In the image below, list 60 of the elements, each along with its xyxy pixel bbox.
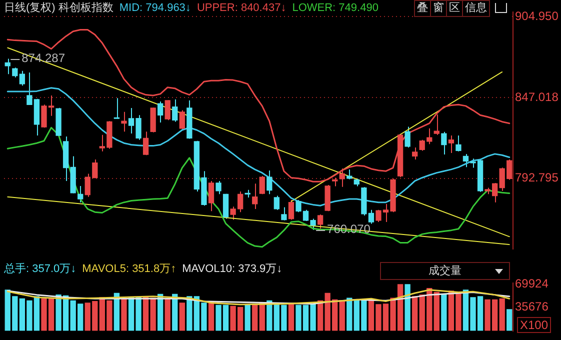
candlestick [434, 114, 440, 136]
candlestick [208, 180, 214, 212]
candlestick [462, 153, 469, 168]
tab-button: 信息 [462, 0, 490, 17]
bar [121, 298, 127, 331]
candlestick [172, 98, 178, 122]
candlestick [19, 70, 26, 86]
candlestick [412, 146, 418, 160]
bar [434, 292, 440, 331]
text: MAVOL5: 351.8万↑ [82, 262, 176, 276]
candlestick [252, 183, 258, 210]
candlestick [222, 193, 229, 220]
candlestick [274, 195, 280, 210]
tab-button: 区 [446, 0, 463, 17]
candlestick [121, 111, 127, 132]
text: MID: 794.963↓ [119, 1, 191, 15]
bar [339, 300, 345, 331]
candlestick [216, 180, 222, 195]
candlestick [164, 100, 170, 121]
text: UPPER: 840.437↓ [196, 1, 286, 15]
candlestick [259, 176, 265, 195]
y-tick-label: 792.795 [515, 170, 559, 185]
candlestick [78, 185, 84, 203]
y-axis-title: X100 [517, 317, 552, 333]
candlestick [346, 168, 352, 180]
candlestick [12, 67, 18, 78]
candlestick [288, 199, 294, 220]
candlestick [448, 134, 454, 154]
bar [412, 296, 418, 331]
candlestick [404, 126, 410, 148]
text: LOWER: 749.490 [292, 1, 378, 15]
y-tick-label: 69924 [515, 276, 549, 291]
bar [288, 304, 294, 331]
candlestick [441, 131, 447, 156]
candlestick [317, 214, 324, 230]
tab-button: 窗 [430, 0, 447, 17]
tab-button: 叠 [414, 0, 431, 17]
candlestick [114, 98, 120, 120]
bar [179, 302, 185, 331]
bar [404, 284, 410, 331]
candlestick [158, 100, 164, 123]
bar [164, 298, 170, 331]
series-label: 总手: 357.0万↓ [4, 262, 76, 276]
bar [506, 309, 512, 331]
text: MAVOL10: 373.9万↓ [182, 262, 282, 276]
dropdown-field: 成交量 [380, 262, 510, 280]
candlestick [266, 170, 272, 195]
candlestick [142, 131, 149, 156]
y-tick-label: 35676 [515, 299, 549, 314]
bar [346, 298, 352, 331]
bar [441, 294, 447, 331]
candlestick [281, 206, 287, 221]
bar [252, 304, 258, 331]
y-tick-label: 847.018 [515, 90, 559, 104]
bar [499, 298, 505, 331]
y-tick-label: 904.950 [515, 8, 559, 23]
bar [244, 304, 250, 331]
chart-title: 日线(复权) 科创板指数 [4, 1, 114, 15]
candlestick [456, 134, 462, 152]
candlestick [179, 110, 185, 130]
